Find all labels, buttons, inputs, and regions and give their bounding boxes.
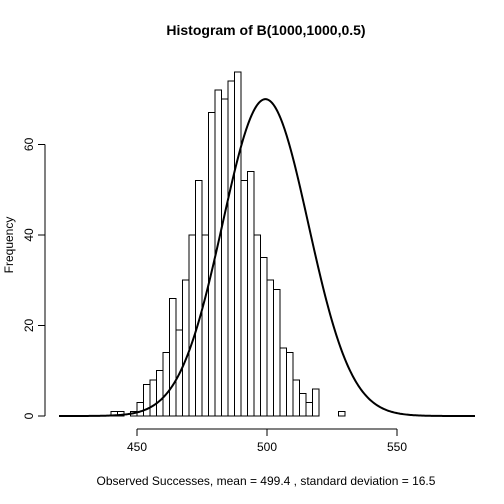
histogram-bar [273,288,281,417]
x-tick-label: 500 [257,440,277,454]
histogram-bar [260,257,268,417]
histogram-bar [162,352,170,417]
histogram-bar [253,234,261,417]
histogram-bar [279,347,287,417]
histogram-bar [266,279,274,417]
histogram-bar [305,401,313,417]
normal-density-curve [59,98,475,417]
x-tick-label: 450 [127,440,147,454]
x-axis: 450 500 550 [127,428,407,454]
y-tick-label: 20 [22,318,36,332]
histogram-bar [292,379,300,417]
y-tick-label: 60 [22,137,36,151]
histogram-bar [136,401,144,417]
histogram-bar [143,383,151,417]
histogram-bar [169,297,177,417]
histogram-bar [195,180,203,417]
histogram-bar [221,98,229,417]
histogram-bar [286,352,294,417]
histogram-bar [182,279,190,417]
histogram-bar [299,392,307,417]
x-axis-label: Observed Successes, mean = 499.4 , stand… [97,474,436,488]
chart-title: Histogram of B(1000,1000,0.5) [166,22,365,38]
histogram-bar [338,410,346,417]
histogram-bar [312,388,320,417]
histogram-bar [156,370,164,417]
x-tick-label: 550 [387,440,407,454]
histogram-bar [201,234,209,417]
histogram-bar [247,171,255,417]
histogram-bar [234,71,242,417]
histogram-bars [110,71,346,417]
y-axis-label: Frequency [2,217,16,274]
y-tick-label: 40 [22,228,36,242]
histogram-bar [149,379,157,417]
y-axis: 0 20 40 60 [22,137,46,419]
histogram-bar [188,234,196,417]
histogram-bar [240,180,248,417]
y-tick-label: 0 [22,412,36,419]
histogram-bar [227,80,235,417]
